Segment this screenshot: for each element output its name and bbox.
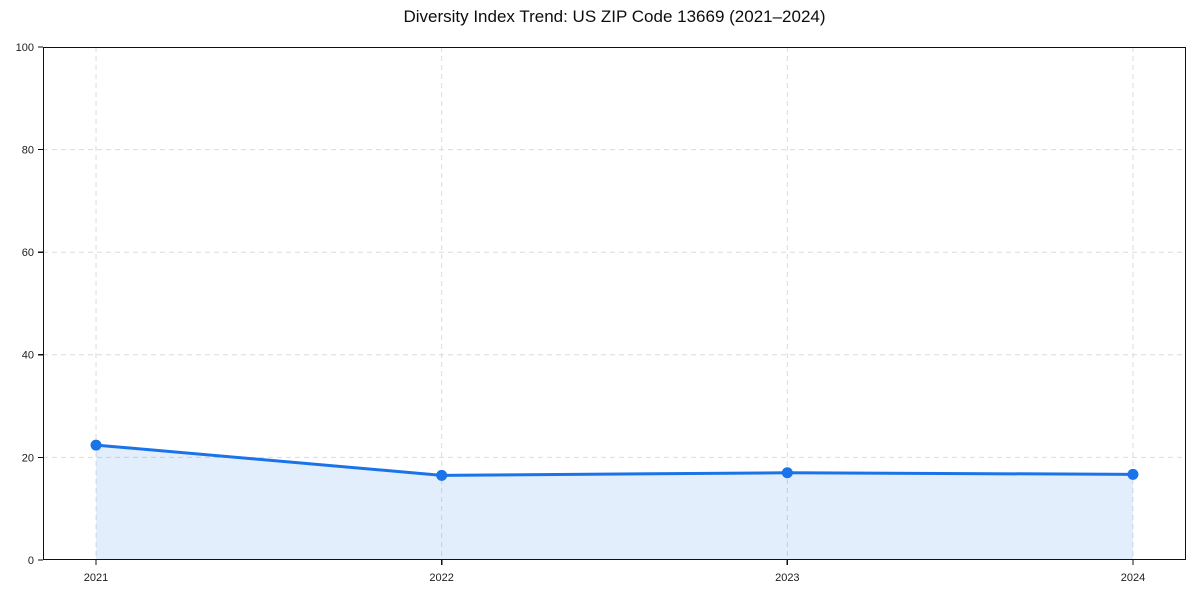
plot-border xyxy=(42,46,1187,561)
data-point-2024 xyxy=(1127,468,1139,480)
x-tick-label: 2021 xyxy=(84,572,108,584)
y-tick-label: 100 xyxy=(16,42,34,54)
x-tick-label: 2023 xyxy=(775,572,799,584)
y-tick-label: 40 xyxy=(22,350,34,362)
x-tick-label: 2022 xyxy=(429,572,453,584)
y-tick-label: 60 xyxy=(22,247,34,259)
area-fill xyxy=(96,445,1133,560)
data-point-2021 xyxy=(90,439,102,451)
data-point-2023 xyxy=(781,467,793,479)
data-point-2022 xyxy=(436,469,448,481)
x-tick-label: 2024 xyxy=(1121,572,1145,584)
y-tick-label: 80 xyxy=(22,144,34,156)
trend-line xyxy=(94,443,1135,477)
chart-title: Diversity Index Trend: US ZIP Code 13669… xyxy=(403,7,826,26)
y-tick-label: 20 xyxy=(22,452,34,464)
y-tick-label: 0 xyxy=(28,555,34,567)
